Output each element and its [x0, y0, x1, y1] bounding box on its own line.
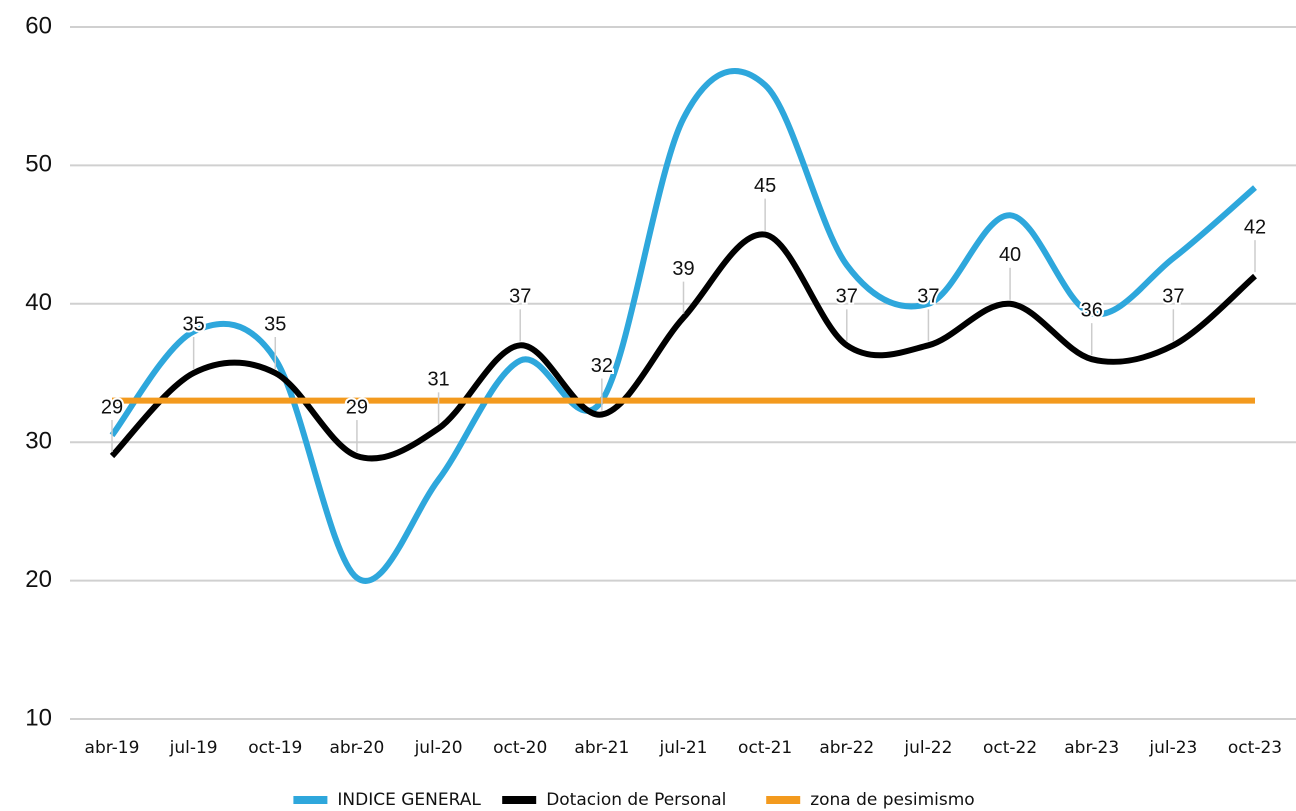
data-label: 32 — [591, 355, 613, 377]
x-tick-label: oct-20 — [493, 738, 547, 758]
y-tick-label: 10 — [25, 704, 52, 731]
data-label: 31 — [427, 369, 449, 391]
x-tick-label: jul-19 — [169, 738, 218, 758]
data-label: 36 — [1081, 299, 1103, 321]
legend-swatch — [293, 796, 328, 804]
legend-label: Dotacion de Personal — [546, 790, 726, 810]
x-tick-label: abr-21 — [574, 738, 629, 758]
x-tick-label: oct-23 — [1228, 738, 1282, 758]
y-tick-label: 50 — [25, 151, 52, 178]
data-label: 39 — [672, 258, 694, 280]
legend-label: zona de pesimismo — [810, 790, 975, 810]
x-tick-label: jul-21 — [659, 738, 708, 758]
x-tick-label: oct-19 — [248, 738, 302, 758]
series-line — [109, 231, 1257, 462]
y-tick-label: 40 — [25, 289, 52, 316]
y-tick-label: 30 — [25, 428, 52, 455]
data-label: 35 — [264, 313, 286, 335]
legend-label: INDICE GENERAL — [337, 790, 481, 810]
data-label: 45 — [754, 175, 776, 197]
x-tick-label: abr-22 — [819, 738, 874, 758]
x-tick-label: abr-23 — [1064, 738, 1119, 758]
data-label: 29 — [346, 396, 368, 418]
series-line — [109, 68, 1257, 584]
data-label: 37 — [917, 286, 939, 308]
x-tick-label: jul-20 — [414, 738, 463, 758]
data-label: 37 — [1162, 286, 1184, 308]
data-label: 40 — [999, 244, 1021, 266]
data-label: 37 — [509, 286, 531, 308]
x-tick-label: abr-20 — [329, 738, 384, 758]
data-label: 37 — [836, 286, 858, 308]
x-tick-label: oct-21 — [738, 738, 792, 758]
legend-swatch — [502, 796, 537, 804]
data-label: 42 — [1244, 216, 1266, 238]
x-tick-label: jul-23 — [1148, 738, 1197, 758]
legend-swatch — [766, 796, 801, 804]
data-label: 29 — [101, 396, 123, 418]
y-tick-label: 20 — [25, 566, 52, 593]
data-label: 35 — [183, 313, 205, 335]
x-tick-label: jul-22 — [903, 738, 952, 758]
x-tick-label: abr-19 — [85, 738, 140, 758]
x-tick-label: oct-22 — [983, 738, 1037, 758]
y-tick-label: 60 — [25, 12, 52, 39]
